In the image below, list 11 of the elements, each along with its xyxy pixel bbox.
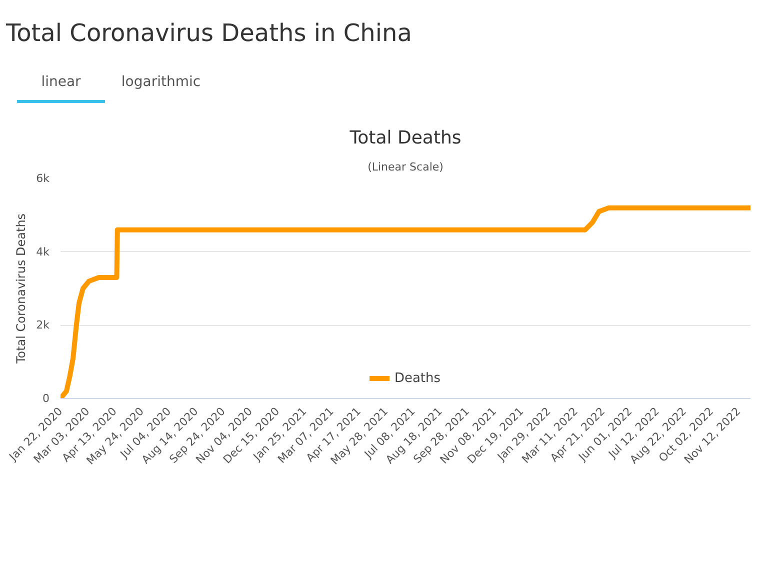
text: linear xyxy=(17,60,105,103)
legend-label: Deaths xyxy=(394,370,441,386)
y-axis-title: Total Coronavirus Deaths xyxy=(14,213,28,365)
y-tick-label: 6k xyxy=(36,172,50,185)
chart-subtitle: (Linear Scale) xyxy=(368,160,444,174)
y-tick-label: 2k xyxy=(36,318,50,332)
text: Total Coronavirus Deaths in China xyxy=(5,18,412,49)
text: logarithmic xyxy=(120,73,202,92)
chart-title: Total Deaths xyxy=(348,128,462,148)
y-tick-label: 0 xyxy=(42,392,50,405)
y-tick-label: 4k xyxy=(36,245,50,258)
